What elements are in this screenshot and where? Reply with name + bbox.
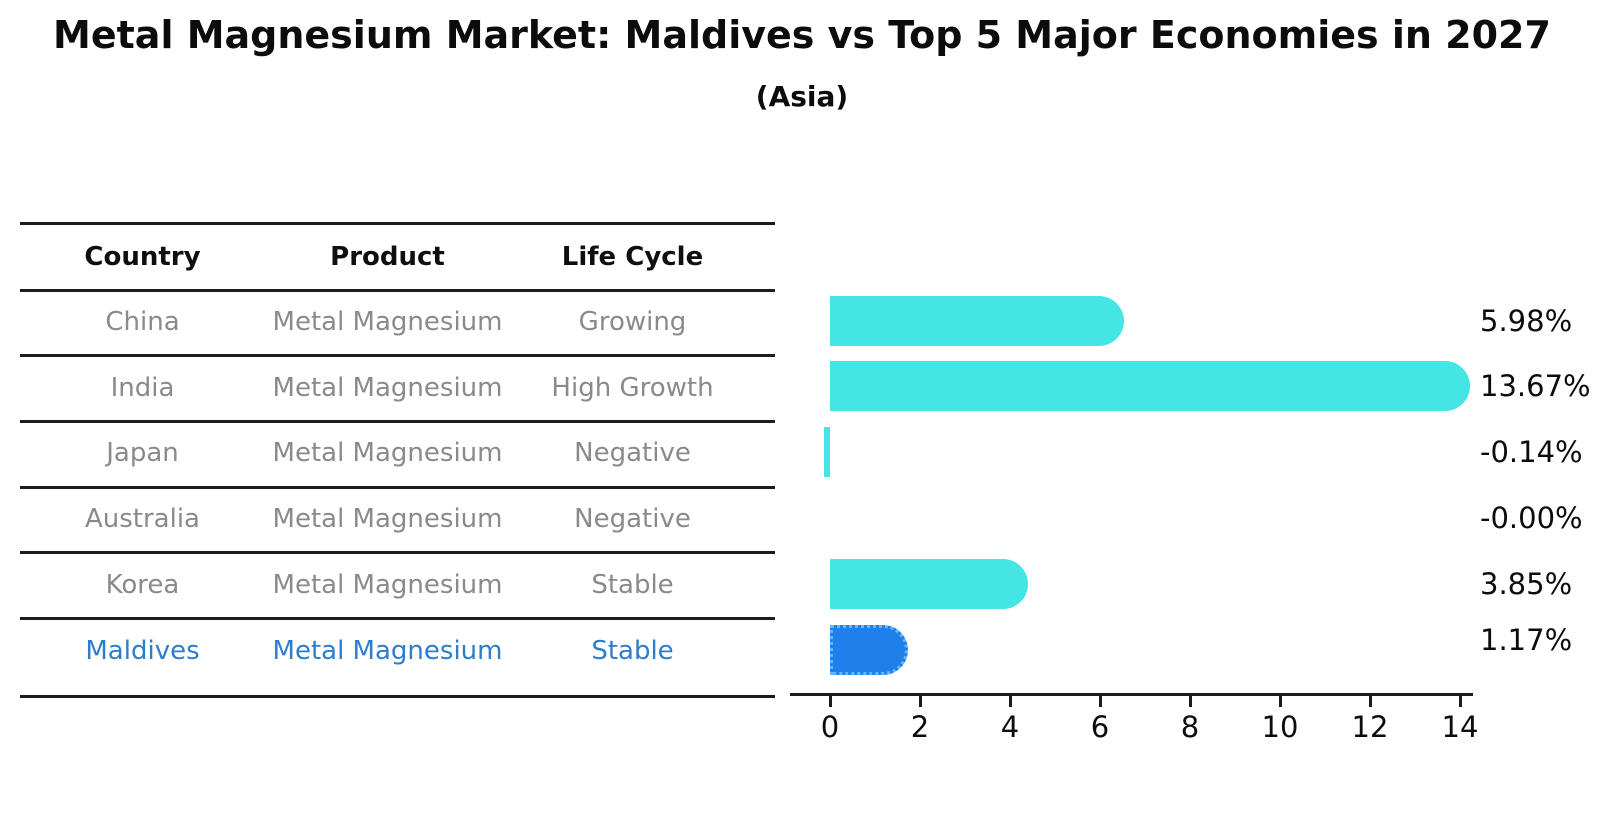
table-rule	[20, 288, 775, 292]
table-cell-country: Australia	[84, 504, 200, 534]
x-axis-tick-label: 4	[1000, 710, 1020, 744]
x-axis-tick-label: 2	[910, 710, 930, 744]
chart-title: Metal Magnesium Market: Maldives vs Top …	[53, 13, 1551, 57]
x-axis-tick	[1278, 696, 1282, 707]
table-rule	[20, 694, 775, 698]
x-axis-tick	[1458, 696, 1462, 707]
bar-maldives	[830, 625, 908, 675]
table-cell-country: Maldives	[85, 636, 200, 666]
table-cell-life-cycle: High Growth	[551, 373, 714, 403]
column-header-country: Country	[84, 242, 201, 272]
value-label-korea: 3.85%	[1480, 567, 1573, 601]
column-header-life-cycle: Life Cycle	[561, 242, 704, 272]
bar-china	[830, 296, 1125, 346]
bar-japan	[823, 427, 830, 477]
value-label-japan: -0.14%	[1480, 435, 1583, 469]
table-cell-country: China	[105, 307, 180, 337]
table-cell-product: Metal Magnesium	[272, 307, 503, 337]
x-axis-tick-label: 10	[1261, 710, 1299, 744]
table-rule	[20, 485, 775, 489]
x-axis-tick	[1008, 696, 1012, 707]
table-cell-country: Japan	[106, 438, 179, 468]
x-axis-tick	[1188, 696, 1192, 707]
x-axis-tick-label: 14	[1441, 710, 1479, 744]
table-rule	[20, 353, 775, 357]
table-cell-product: Metal Magnesium	[272, 636, 503, 666]
value-label-china: 5.98%	[1480, 304, 1573, 338]
table-cell-product: Metal Magnesium	[272, 504, 503, 534]
table-rule	[20, 419, 775, 423]
bar-korea	[830, 559, 1029, 609]
table-rule	[20, 616, 775, 620]
table-cell-country: Korea	[105, 570, 180, 600]
table-cell-country: India	[110, 373, 175, 403]
bar-india	[830, 361, 1471, 411]
table-rule	[20, 550, 775, 554]
table-cell-life-cycle: Growing	[578, 307, 687, 337]
x-axis-tick	[918, 696, 922, 707]
table-rule	[20, 221, 775, 225]
x-axis-tick	[828, 696, 832, 707]
table-cell-life-cycle: Stable	[591, 570, 674, 600]
x-axis-line	[790, 693, 1473, 696]
value-label-maldives: 1.17%	[1480, 623, 1573, 657]
x-axis-tick	[1368, 696, 1372, 707]
table-cell-product: Metal Magnesium	[272, 373, 503, 403]
x-axis-tick-label: 8	[1180, 710, 1200, 744]
table-cell-life-cycle: Negative	[574, 438, 691, 468]
value-label-australia: -0.00%	[1480, 501, 1583, 535]
chart-subtitle: (Asia)	[755, 80, 849, 113]
column-header-product: Product	[330, 242, 445, 272]
table-cell-product: Metal Magnesium	[272, 570, 503, 600]
x-axis-tick-label: 0	[820, 710, 840, 744]
value-label-india: 13.67%	[1480, 369, 1591, 403]
x-axis-tick	[1098, 696, 1102, 707]
x-axis-tick-label: 12	[1351, 710, 1389, 744]
table-cell-life-cycle: Negative	[574, 504, 691, 534]
table-cell-life-cycle: Stable	[591, 636, 674, 666]
x-axis-tick-label: 6	[1090, 710, 1110, 744]
table-cell-product: Metal Magnesium	[272, 438, 503, 468]
